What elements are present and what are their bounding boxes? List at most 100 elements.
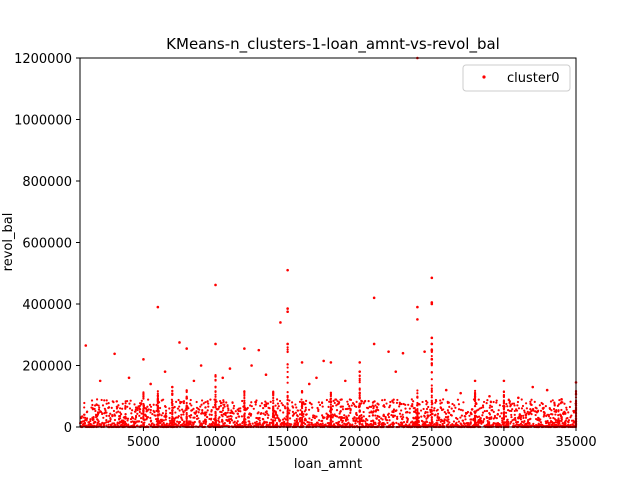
- data-point: [428, 421, 431, 424]
- data-point: [113, 352, 116, 356]
- data-point: [85, 411, 89, 414]
- data-point: [259, 423, 262, 426]
- data-point: [140, 399, 143, 402]
- data-point: [208, 423, 211, 426]
- data-point: [565, 417, 568, 420]
- data-point: [274, 419, 277, 422]
- data-point: [364, 422, 367, 425]
- data-point: [194, 412, 197, 415]
- data-point: [511, 402, 514, 405]
- data-point: [185, 408, 188, 411]
- data-point: [286, 395, 289, 398]
- data-point: [105, 414, 108, 417]
- data-point: [116, 423, 119, 426]
- data-point: [97, 421, 100, 424]
- data-point: [340, 398, 343, 401]
- data-point: [400, 421, 403, 424]
- data-point: [109, 412, 112, 415]
- data-point: [258, 416, 261, 420]
- data-point: [439, 399, 442, 402]
- data-point: [321, 422, 324, 425]
- data-point: [540, 423, 543, 426]
- data-point: [551, 413, 554, 416]
- data-point: [218, 420, 221, 424]
- data-point: [220, 410, 223, 414]
- data-point: [390, 414, 393, 417]
- data-point: [145, 410, 148, 413]
- data-point: [537, 416, 540, 419]
- data-point: [329, 361, 333, 364]
- data-point: [222, 407, 225, 410]
- data-point: [156, 394, 159, 397]
- data-point: [425, 403, 428, 406]
- legend-box: [462, 64, 571, 92]
- data-point: [468, 424, 471, 427]
- data-point: [416, 419, 419, 422]
- data-point: [156, 399, 159, 402]
- data-point: [394, 370, 398, 373]
- data-point: [446, 420, 449, 423]
- data-point: [180, 417, 183, 420]
- data-point: [416, 411, 419, 415]
- data-point: [142, 422, 145, 425]
- data-point: [153, 411, 156, 414]
- data-point: [214, 390, 217, 393]
- data-point: [269, 400, 272, 403]
- data-point: [520, 414, 523, 417]
- data-point: [323, 424, 326, 427]
- data-point: [407, 403, 410, 406]
- data-point: [376, 414, 379, 418]
- data-point: [365, 406, 369, 409]
- data-point: [517, 417, 520, 420]
- data-point: [258, 419, 261, 422]
- data-point: [416, 395, 419, 398]
- data-point: [188, 402, 192, 405]
- data-point: [286, 350, 289, 353]
- data-point: [355, 417, 358, 420]
- data-point: [142, 415, 145, 418]
- data-point: [243, 408, 246, 411]
- data-point: [490, 424, 493, 427]
- data-point: [430, 354, 433, 358]
- data-point: [149, 382, 152, 386]
- data-point: [450, 414, 453, 417]
- data-point: [480, 422, 483, 425]
- data-point: [519, 416, 522, 419]
- data-point: [272, 405, 275, 408]
- data-point: [206, 400, 209, 403]
- y-tick-label: 1000000: [14, 114, 72, 129]
- data-point: [126, 405, 129, 408]
- data-point: [320, 401, 324, 405]
- data-point: [182, 410, 185, 413]
- data-point: [260, 402, 263, 405]
- data-point: [364, 420, 367, 423]
- data-point: [495, 401, 498, 404]
- data-point: [272, 419, 275, 422]
- data-point: [110, 424, 113, 427]
- data-point: [512, 402, 516, 405]
- data-point: [142, 358, 145, 361]
- data-point: [278, 399, 282, 403]
- data-point: [243, 396, 246, 400]
- data-point: [329, 397, 332, 400]
- data-point: [204, 406, 207, 409]
- data-point: [119, 411, 122, 414]
- data-point: [163, 424, 166, 427]
- data-point: [454, 422, 457, 425]
- data-point: [276, 402, 280, 405]
- data-point: [250, 364, 253, 367]
- data-point: [224, 411, 227, 415]
- data-point: [391, 410, 394, 414]
- data-point: [284, 422, 288, 425]
- data-point: [430, 387, 433, 390]
- data-point: [550, 423, 553, 427]
- data-point: [84, 418, 87, 421]
- data-point: [349, 408, 352, 411]
- data-point: [439, 407, 443, 410]
- data-point: [464, 412, 468, 416]
- data-point: [193, 420, 196, 424]
- data-point: [319, 423, 322, 426]
- data-point: [341, 419, 345, 422]
- data-point: [124, 400, 127, 403]
